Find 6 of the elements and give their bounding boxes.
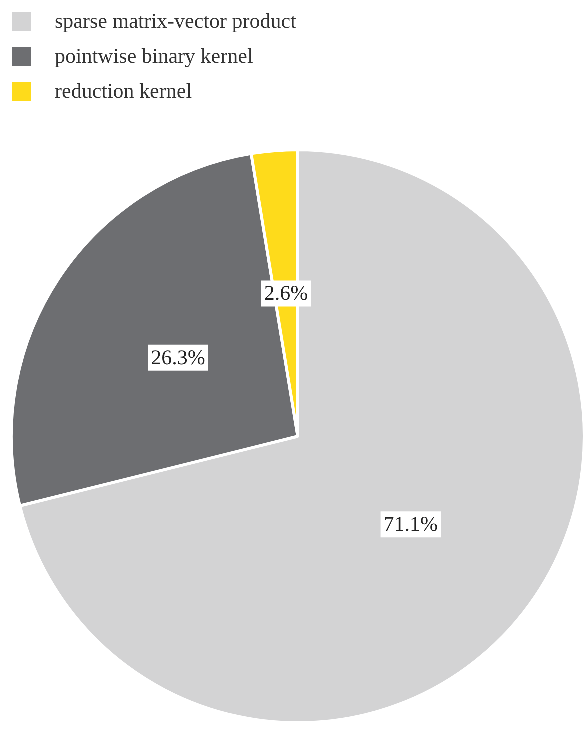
data-label: 71.1% (384, 512, 438, 536)
data-label: 26.3% (151, 345, 206, 370)
legend-label: reduction kernel (55, 79, 192, 104)
data-label: 2.6% (264, 281, 308, 306)
slice-label: sparse matrix-vector product (55, 9, 296, 34)
legend-label: pointwise binary kernel (55, 44, 254, 69)
